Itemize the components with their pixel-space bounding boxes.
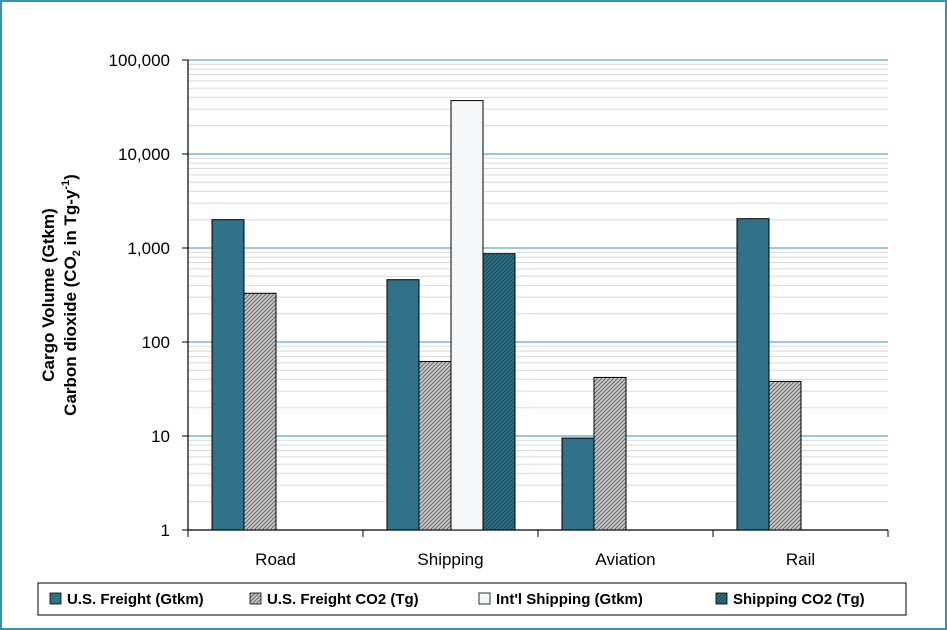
y-axis-title: Cargo Volume (Gtkm) Carbon dioxide (CO2 … xyxy=(39,174,83,416)
y-tick-label: 100 xyxy=(142,333,170,352)
bar-u-s-freight-co2-tg--aviation xyxy=(593,376,627,531)
bar-shipping-co2-tg--shipping xyxy=(482,253,516,531)
y-title-part1: Carbon dioxide (CO xyxy=(61,256,80,416)
y-tick-labels: 1 10 100 1,000 10,000 100,000 xyxy=(109,51,170,540)
bar-u-s-freight-gtkm--rail xyxy=(736,218,770,531)
x-category-label: Aviation xyxy=(595,550,655,569)
legend-swatch-us-freight xyxy=(49,592,62,605)
bar-u-s-freight-gtkm--aviation xyxy=(561,437,595,531)
y-axis-title-line1: Cargo Volume (Gtkm) xyxy=(39,208,58,381)
legend-swatch-intl-shipping xyxy=(478,592,491,605)
y-title-subscript: 2 xyxy=(71,250,83,256)
bar-u-s-freight-gtkm--shipping xyxy=(386,279,420,531)
bar-u-s-freight-co2-tg--shipping xyxy=(418,361,452,531)
y-tick-label: 100,000 xyxy=(109,51,170,70)
legend-label-intl-shipping: Int'l Shipping (Gtkm) xyxy=(496,591,643,608)
x-category-label: Road xyxy=(255,550,296,569)
legend-label-us-freight: U.S. Freight (Gtkm) xyxy=(67,591,204,608)
bars xyxy=(211,100,802,531)
legend-label-shipping-co2: Shipping CO2 (Tg) xyxy=(733,591,865,608)
legend-swatch-shipping-co2 xyxy=(715,592,728,605)
y-tick-label: 10,000 xyxy=(118,145,170,164)
x-category-label: Shipping xyxy=(417,550,483,569)
x-category-labels: Road Shipping Aviation Rail xyxy=(255,550,815,569)
legend-box xyxy=(37,582,907,616)
bar-u-s-freight-co2-tg--road xyxy=(243,292,277,531)
y-tick-label: 1 xyxy=(161,521,170,540)
y-title-part5: ) xyxy=(61,174,80,180)
bar-int-l-shipping-gtkm--shipping xyxy=(450,100,484,531)
x-category-label: Rail xyxy=(786,550,815,569)
legend-swatch-us-freight-co2 xyxy=(249,592,262,605)
y-axis-title-line2: Carbon dioxide (CO2 in Tg-y-1) xyxy=(60,174,83,416)
y-tick-label: 1,000 xyxy=(127,239,170,258)
y-title-part3: in Tg-y xyxy=(61,189,80,250)
y-tick-label: 10 xyxy=(151,427,170,446)
bar-u-s-freight-gtkm--road xyxy=(211,219,245,531)
y-title-superscript: -1 xyxy=(60,180,72,190)
legend-label-us-freight-co2: U.S. Freight CO2 (Tg) xyxy=(267,591,419,608)
bar-u-s-freight-co2-tg--rail xyxy=(768,381,802,531)
legend: U.S. Freight (Gtkm) U.S. Freight CO2 (Tg… xyxy=(37,582,907,616)
